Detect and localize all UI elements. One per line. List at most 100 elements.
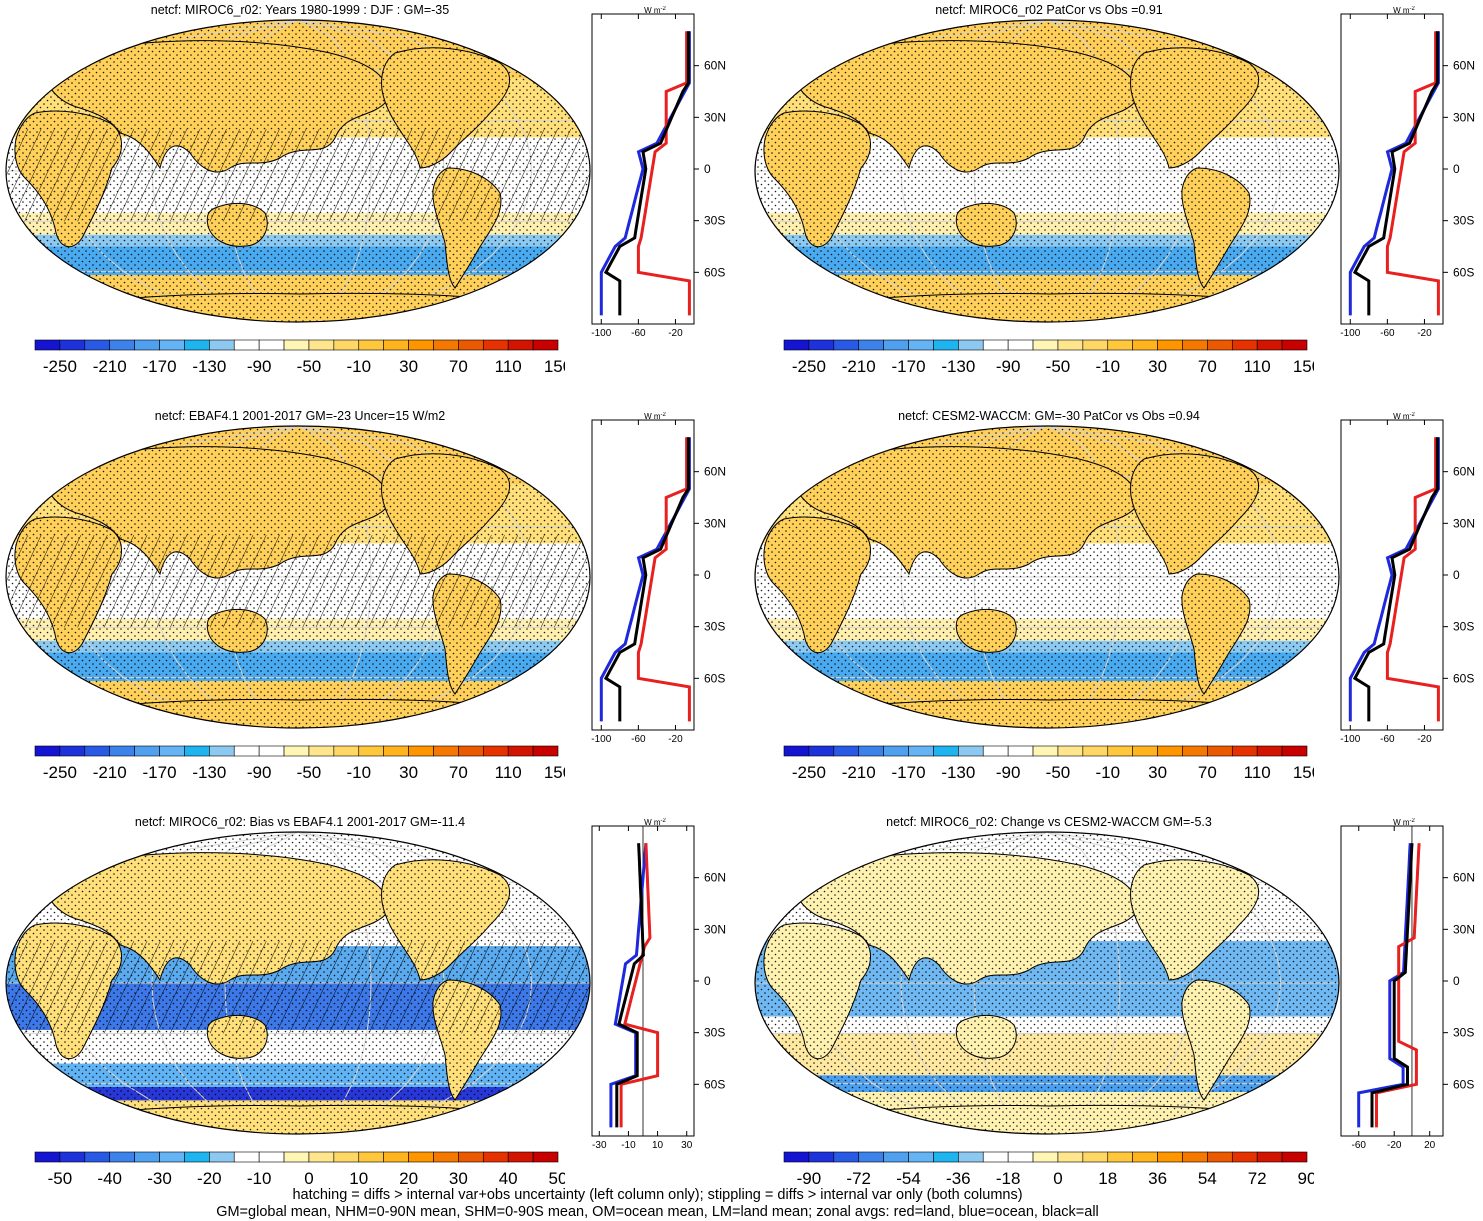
colorbar-label: 150: [1293, 763, 1314, 782]
zonal-line-all: [603, 437, 690, 722]
zonal-lat-label: 30N: [704, 516, 726, 530]
colorbar-swatch: [1281, 1151, 1308, 1163]
zonal-mean-plot: 60N 30N 0 30S 60S -60 -20 20 W m-2: [1340, 818, 1475, 1148]
zonal-line-land: [619, 843, 660, 1128]
zonal-line-land: [1375, 843, 1421, 1128]
colorbar-swatch: [358, 745, 384, 757]
colorbar-swatch: [283, 745, 310, 757]
colorbar-swatch: [283, 1151, 310, 1163]
footer-notes: hatching = diffs > internal var+obs unce…: [0, 1187, 1315, 1221]
colorbar-label: 150: [544, 357, 565, 376]
robinson-map: [754, 831, 1340, 1135]
colorbar-swatch: [833, 1151, 860, 1163]
zonal-lat-label: 0: [1453, 568, 1460, 582]
colorbar-swatch: [1207, 1151, 1233, 1163]
colorbar-swatch: [458, 1151, 484, 1163]
colorbar-swatch: [933, 745, 959, 757]
colorbar-swatch: [1007, 339, 1034, 351]
zonal-x-tick-label: -20: [1387, 1140, 1402, 1148]
colorbar-label: -10: [247, 1169, 272, 1188]
colorbar-swatch: [1107, 1151, 1133, 1163]
colorbar-label: -170: [892, 357, 926, 376]
colorbar-swatch: [883, 1151, 909, 1163]
colorbar-swatch: [1057, 339, 1084, 351]
zonal-x-tick-label: 30: [681, 1140, 693, 1148]
colorbar-label: 40: [499, 1169, 518, 1188]
zonal-lat-label: 30N: [1453, 922, 1475, 936]
colorbar-label: 150: [1293, 357, 1314, 376]
zonal-lat-label: 60S: [704, 265, 725, 279]
panel-title: netcf: EBAF4.1 2001-2017 GM=-23 Uncer=15…: [154, 409, 446, 423]
zonal-lat-label: 60S: [1453, 671, 1474, 685]
coastline-greenland: [502, 35, 546, 68]
colorbar-label: 0: [1053, 1169, 1062, 1188]
zonal-lat-label: 60N: [704, 465, 726, 479]
colorbar-swatch: [1157, 339, 1183, 351]
colorbar-label: -90: [996, 357, 1021, 376]
colorbar-label: -250: [792, 357, 826, 376]
colorbar: -250 -210 -170 -130 -90 -50 -10 30 70 110 150: [783, 339, 1314, 376]
coastline-greenland: [1251, 35, 1295, 68]
colorbar-label: 90: [1298, 1169, 1314, 1188]
colorbar-swatch: [383, 339, 409, 351]
colorbar-swatch: [308, 339, 335, 351]
colorbar-label: -72: [846, 1169, 871, 1188]
zonal-lat-label: 0: [704, 162, 711, 176]
colorbar-label: -130: [192, 763, 226, 782]
colorbar-label: 110: [1244, 357, 1271, 376]
panel-title: netcf: MIROC6_r02: Years 1980-1999 : DJF…: [150, 3, 450, 17]
zonal-lat-label: 0: [1453, 974, 1460, 988]
colorbar-swatch: [308, 745, 335, 757]
colorbar-label: -90: [797, 1169, 822, 1188]
colorbar-label: -250: [792, 763, 826, 782]
zonal-x-tick-label: -100: [1340, 328, 1360, 336]
colorbar-swatch: [84, 1151, 111, 1163]
colorbar-swatch: [159, 339, 185, 351]
colorbar-swatch: [1082, 745, 1109, 757]
colorbar-swatch: [159, 745, 185, 757]
colorbar-swatch: [109, 1151, 135, 1163]
colorbar-swatch: [858, 1151, 884, 1163]
colorbar: -250 -210 -170 -130 -90 -50 -10 30 70 110 150: [34, 745, 565, 782]
colorbar-label: -20: [197, 1169, 222, 1188]
zonal-lat-label: 60S: [704, 671, 725, 685]
colorbar-label: -210: [93, 357, 127, 376]
colorbar-swatch: [84, 339, 111, 351]
colorbar-swatch: [34, 1151, 61, 1163]
zonal-lat-label: 60N: [1453, 59, 1475, 73]
colorbar: -250 -210 -170 -130 -90 -50 -10 30 70 110 150: [34, 339, 565, 376]
colorbar-swatch: [383, 1151, 409, 1163]
colorbar-label: -170: [143, 763, 177, 782]
zonal-lat-label: 30S: [1453, 620, 1474, 634]
colorbar-label: -10: [346, 357, 371, 376]
zonal-x-tick-label: 20: [1424, 1140, 1436, 1148]
map-panel-miroc6-climatology: netcf: MIROC6_r02: Years 1980-1999 : DJF…: [0, 0, 741, 407]
colorbar-swatch: [532, 745, 559, 757]
zonal-lat-label: 60N: [1453, 465, 1475, 479]
colorbar-label: -36: [946, 1169, 971, 1188]
coastline-greenland: [1251, 847, 1295, 880]
colorbar-swatch: [433, 745, 459, 757]
colorbar-label: -90: [996, 763, 1021, 782]
colorbar-swatch: [1256, 1151, 1283, 1163]
colorbar-swatch: [1182, 745, 1208, 757]
zonal-line-all: [1370, 843, 1414, 1128]
colorbar-swatch: [458, 745, 484, 757]
map-panel-bias-vs-ebaf: netcf: MIROC6_r02: Bias vs EBAF4.1 2001-…: [0, 812, 741, 1219]
colorbar-label: -10: [1095, 763, 1120, 782]
zonal-units-label: W m-2: [644, 412, 666, 421]
zonal-lat-label: 30S: [1453, 1026, 1474, 1040]
colorbar-label: 36: [1148, 1169, 1167, 1188]
colorbar-swatch: [833, 745, 860, 757]
colorbar-swatch: [532, 339, 559, 351]
zonal-mean-plot: 60N 30N 0 30S 60S -100 -60 -20 W m-2: [1340, 412, 1475, 742]
colorbar-swatch: [783, 1151, 810, 1163]
colorbar-label: -10: [1095, 357, 1120, 376]
stippling-overlay: [755, 426, 1339, 728]
zonal-x-tick-label: -60: [1380, 328, 1395, 336]
colorbar-swatch: [233, 1151, 260, 1163]
footer-line-2: GM=global mean, NHM=0-90N mean, SHM=0-90…: [216, 1204, 1099, 1220]
zonal-units-label: W m-2: [1393, 412, 1415, 421]
colorbar-swatch: [783, 745, 810, 757]
zonal-lat-label: 0: [704, 974, 711, 988]
